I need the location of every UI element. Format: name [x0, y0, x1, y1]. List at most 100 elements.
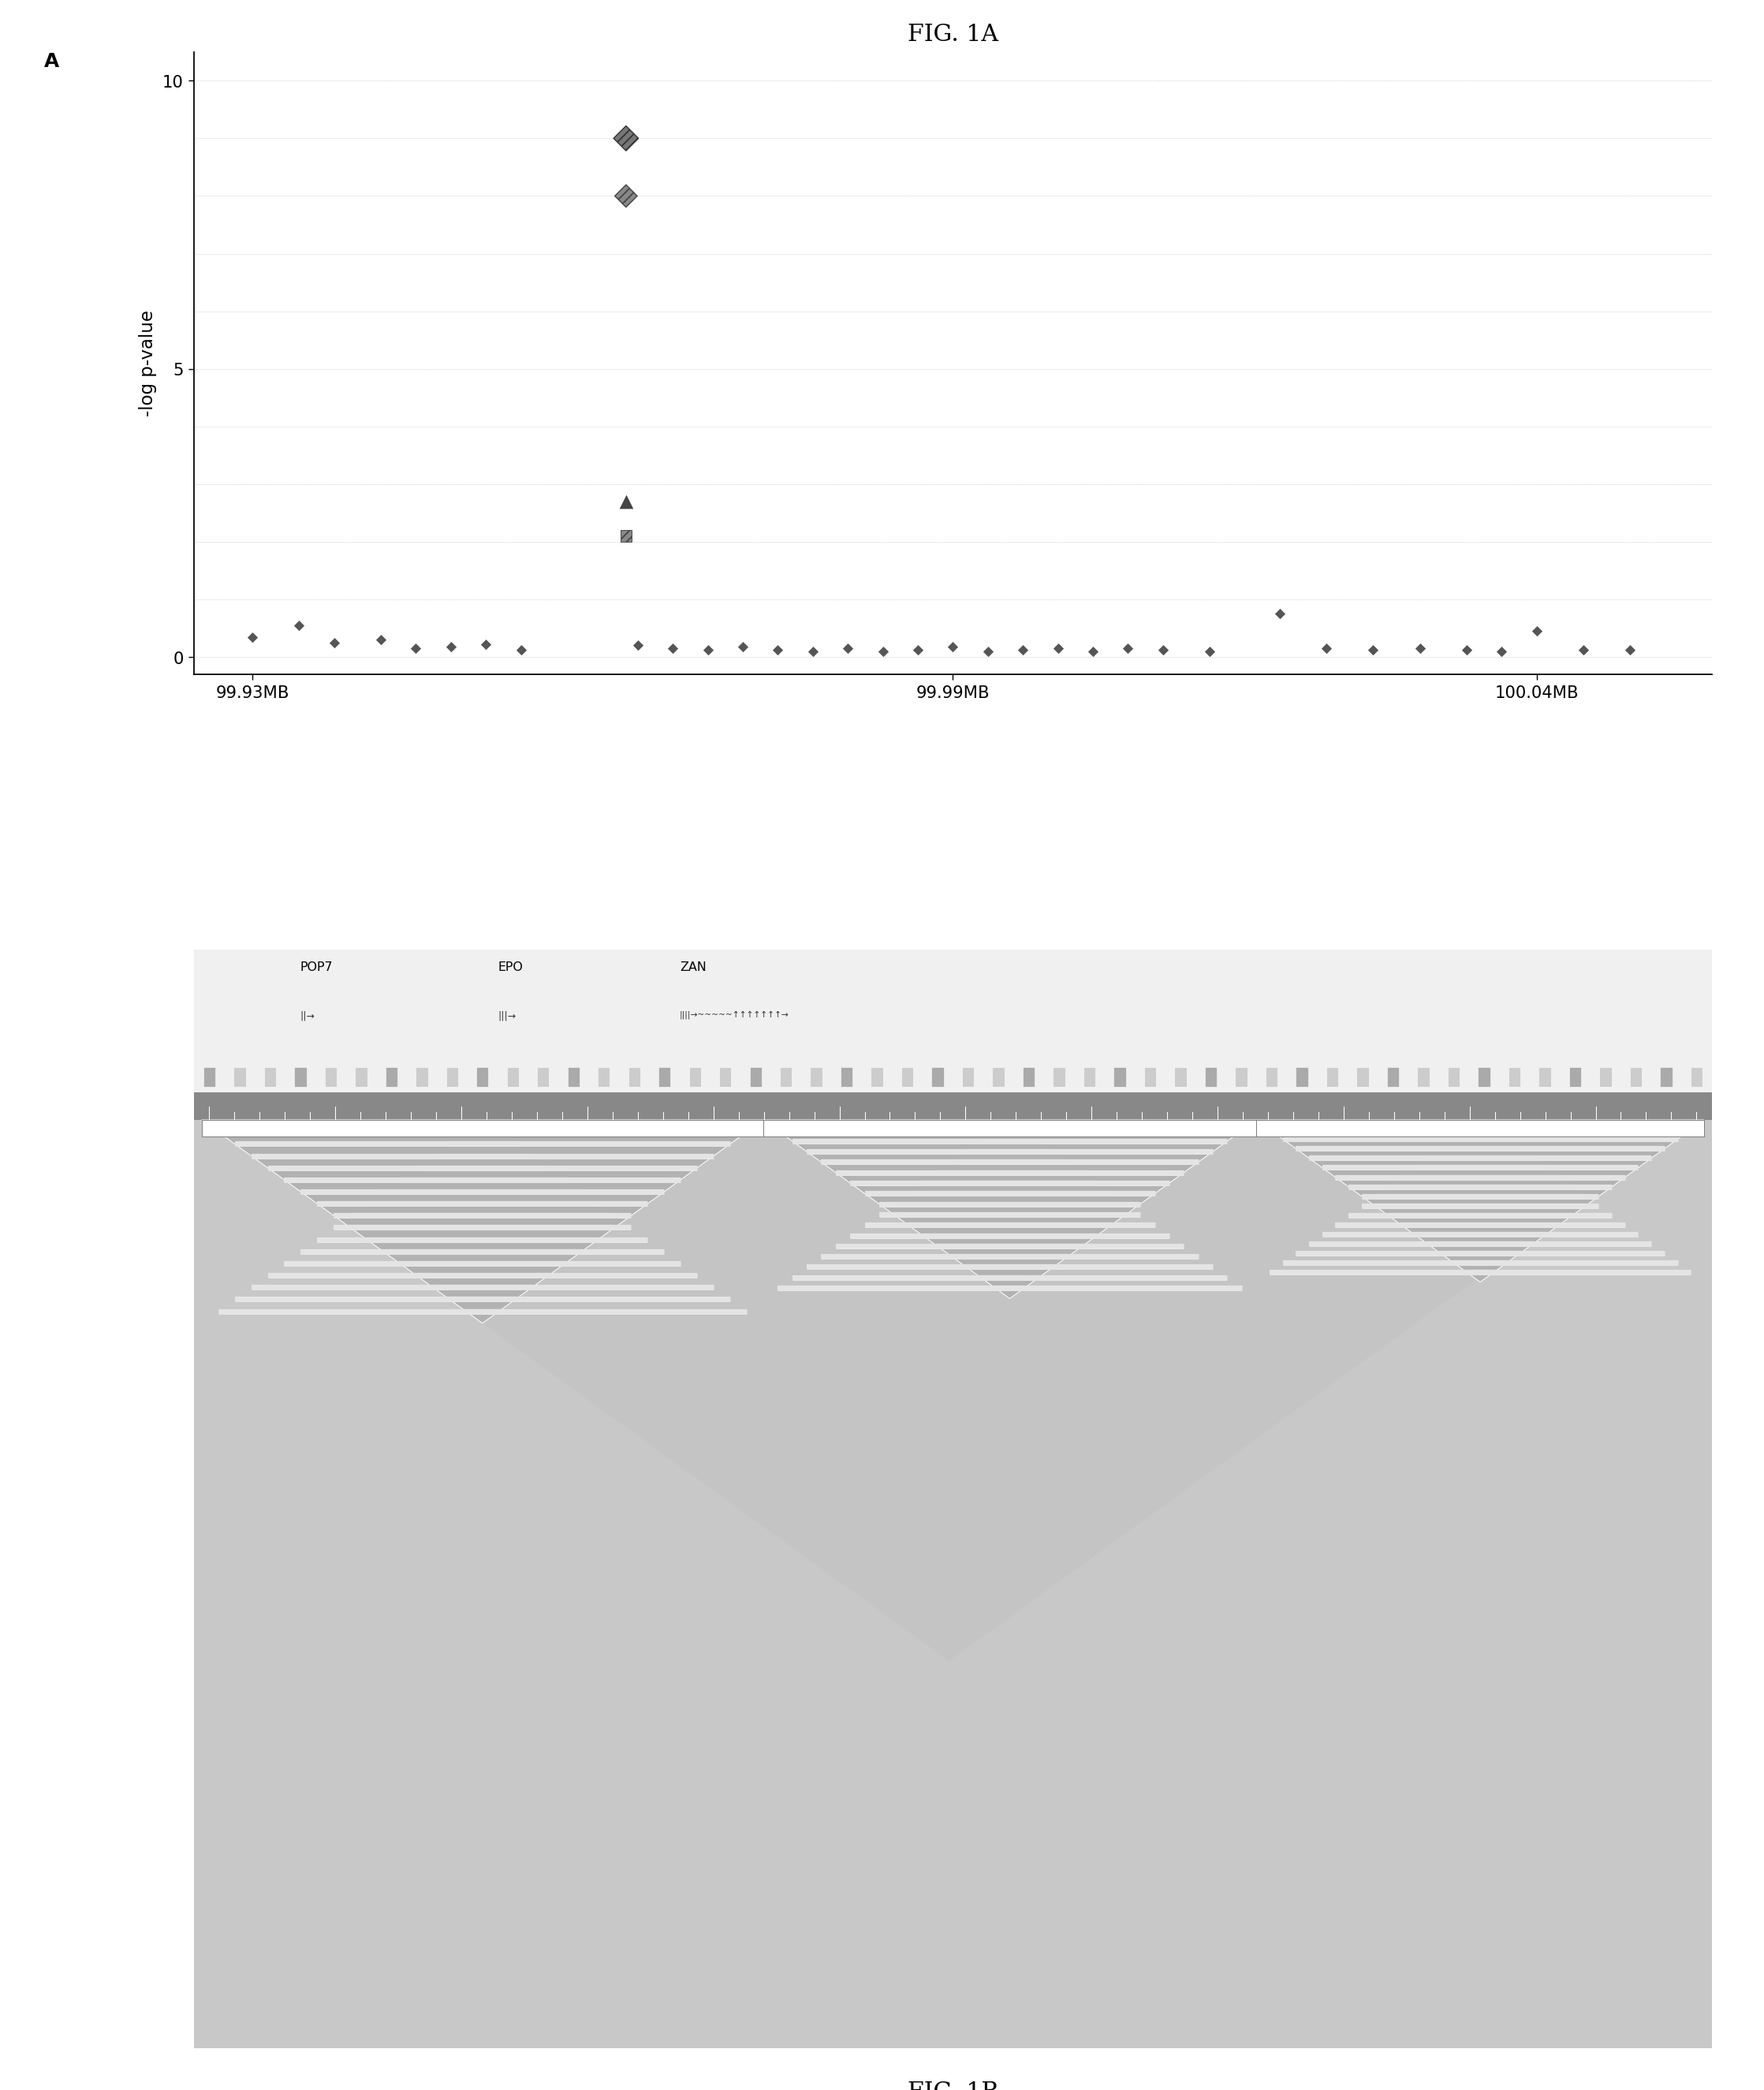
Text: FIG. 1B: FIG. 1B — [907, 2082, 998, 2090]
Point — [1487, 635, 1515, 669]
Bar — [416, 1068, 427, 1087]
Bar — [1387, 1068, 1399, 1087]
Bar — [265, 1068, 275, 1087]
Bar — [1416, 1068, 1429, 1087]
Point — [1452, 633, 1480, 667]
Bar — [1256, 1120, 1704, 1137]
Bar — [688, 1068, 700, 1087]
Bar — [568, 1068, 579, 1087]
Point — [938, 631, 967, 665]
Bar — [295, 1068, 307, 1087]
FancyBboxPatch shape — [194, 951, 1711, 2048]
Point — [833, 631, 861, 665]
Bar — [201, 1120, 762, 1137]
Bar — [194, 1120, 1711, 2048]
Point — [612, 121, 640, 155]
Point — [658, 631, 686, 665]
Bar — [476, 1068, 489, 1087]
Polygon shape — [1256, 1120, 1704, 1281]
Bar — [871, 1068, 882, 1087]
Bar — [961, 1068, 974, 1087]
Bar — [506, 1068, 519, 1087]
Point — [1568, 633, 1596, 667]
Point — [623, 629, 651, 663]
Bar — [1508, 1068, 1521, 1087]
Point — [1358, 633, 1387, 667]
Bar — [780, 1068, 792, 1087]
Bar — [1143, 1068, 1155, 1087]
Bar — [1690, 1068, 1702, 1087]
Bar — [1327, 1068, 1337, 1087]
Point — [437, 631, 466, 665]
Bar — [1538, 1068, 1551, 1087]
Point — [868, 635, 896, 669]
Point — [238, 621, 266, 654]
Bar — [1113, 1068, 1125, 1087]
Bar — [1053, 1068, 1065, 1087]
Point — [1148, 633, 1177, 667]
Bar — [325, 1068, 337, 1087]
Bar — [762, 1120, 1256, 1137]
Bar — [1023, 1068, 1034, 1087]
Text: EPO: EPO — [497, 961, 522, 972]
Point — [799, 635, 827, 669]
Bar — [628, 1068, 640, 1087]
Bar — [233, 1068, 245, 1087]
Bar — [991, 1068, 1004, 1087]
Text: ZAN: ZAN — [679, 961, 706, 972]
Point — [471, 627, 499, 660]
Polygon shape — [201, 1120, 1695, 1662]
Bar — [201, 1120, 762, 1137]
Point — [693, 633, 721, 667]
Bar — [810, 1068, 822, 1087]
Point — [729, 631, 757, 665]
Bar — [194, 1093, 1711, 1120]
Point — [1312, 631, 1341, 665]
Text: ||||→~~~~~↑↑↑↑↑↑↑→: ||||→~~~~~↑↑↑↑↑↑↑→ — [679, 1009, 789, 1018]
Bar — [1235, 1068, 1247, 1087]
Point — [612, 520, 640, 554]
Point — [903, 633, 931, 667]
Point — [1113, 631, 1141, 665]
Point — [1265, 598, 1293, 631]
Bar — [536, 1068, 549, 1087]
Bar — [1205, 1068, 1217, 1087]
Point — [974, 635, 1002, 669]
Point — [1522, 614, 1551, 648]
Bar — [598, 1068, 610, 1087]
Polygon shape — [762, 1120, 1256, 1298]
Bar — [1265, 1068, 1277, 1087]
Bar — [1446, 1068, 1459, 1087]
Point — [402, 631, 430, 665]
Point — [1009, 633, 1037, 667]
Bar — [762, 1120, 1256, 1137]
Point — [1044, 631, 1073, 665]
Bar — [901, 1068, 914, 1087]
Point — [1078, 635, 1106, 669]
Bar — [385, 1068, 397, 1087]
Bar — [1256, 1120, 1704, 1137]
Point — [286, 608, 314, 642]
Point — [612, 180, 640, 213]
Point — [506, 633, 534, 667]
Polygon shape — [201, 1120, 762, 1323]
Bar — [840, 1068, 852, 1087]
Bar — [194, 951, 1711, 1093]
Polygon shape — [201, 1120, 762, 1323]
Point — [367, 623, 395, 656]
Point — [1616, 633, 1644, 667]
Point — [612, 485, 640, 518]
Text: POP7: POP7 — [300, 961, 333, 972]
Bar — [1295, 1068, 1307, 1087]
Bar — [203, 1068, 215, 1087]
Bar — [1660, 1068, 1672, 1087]
Bar — [355, 1068, 367, 1087]
Title: FIG. 1A: FIG. 1A — [907, 23, 998, 46]
Bar — [446, 1068, 459, 1087]
Bar — [1357, 1068, 1369, 1087]
Polygon shape — [762, 1120, 1256, 1298]
Text: |||→: |||→ — [497, 1009, 515, 1020]
Text: ||→: ||→ — [300, 1009, 316, 1020]
Bar — [750, 1068, 762, 1087]
Point — [319, 627, 348, 660]
